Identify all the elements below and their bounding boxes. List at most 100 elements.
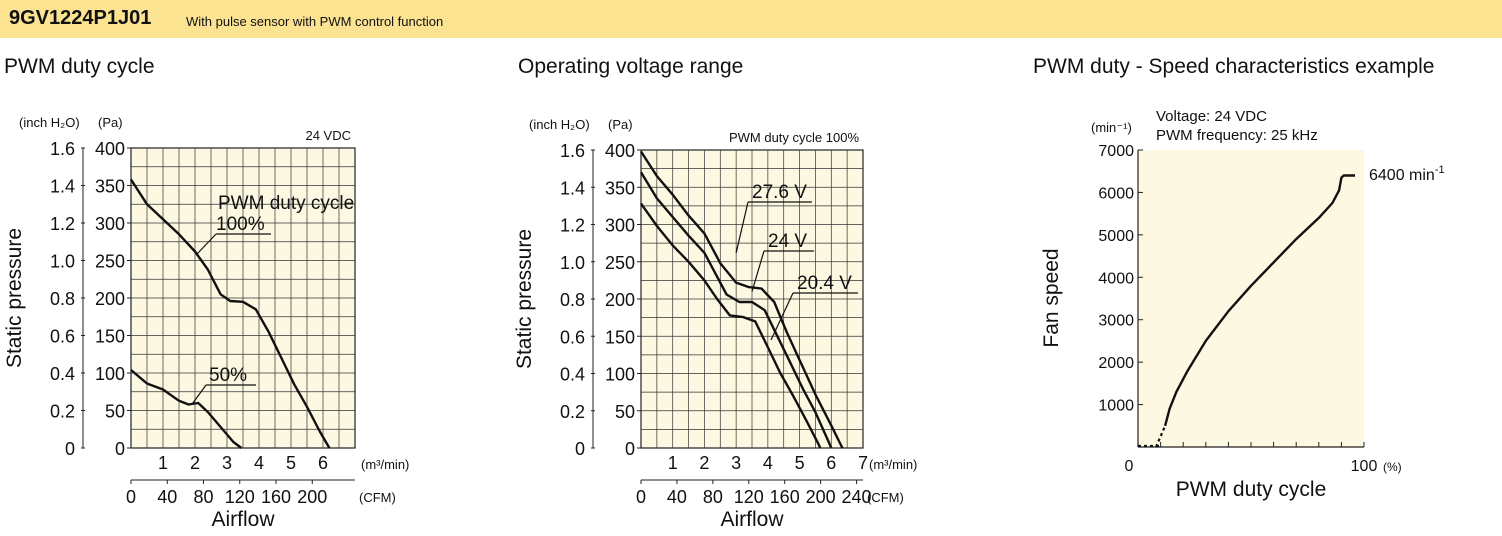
chart-2-y-tick-label: 100 <box>605 365 635 385</box>
chart-1-y2-tick-label: 1.6 <box>50 139 75 159</box>
chart-3-annotation: PWM frequency: 25 kHz <box>1156 127 1318 144</box>
chart-2-x-tick-label: 3 <box>731 453 741 473</box>
header-bar: 9GV1224P1J01 With pulse sensor with PWM … <box>0 0 1502 38</box>
chart-1-legend-heading: PWM duty cycle <box>218 193 354 214</box>
model-description: With pulse sensor with PWM control funct… <box>186 14 444 29</box>
chart-2-cfm-tick-label: 160 <box>770 487 800 507</box>
chart-1-cfm-tick-label: 40 <box>157 487 177 507</box>
chart-1-x-axis-title: Airflow <box>211 508 275 531</box>
chart-1-cfm-tick-label: 0 <box>126 487 136 507</box>
chart-1-x-tick-label: 3 <box>222 453 232 473</box>
chart-3-annotation: Voltage: 24 VDC <box>1156 108 1267 125</box>
chart-2-y2-tick-label: 1.0 <box>560 253 585 273</box>
chart-2-x-axis-title: Airflow <box>720 508 784 531</box>
chart-2-cfm-tick-label: 0 <box>636 487 646 507</box>
chart-2-y-tick-label: 350 <box>605 178 635 198</box>
chart-2-x-unit: (m³/min) <box>869 457 917 472</box>
chart-2-y2-tick-label: 0.2 <box>560 402 585 422</box>
chart-1-annotation: 24 VDC <box>305 128 351 143</box>
chart-3-title: PWM duty - Speed characteristics example <box>1033 55 1435 78</box>
chart-3-y-tick-label: 2000 <box>1098 355 1134 372</box>
chart-1-cfm-tick-label: 160 <box>261 487 291 507</box>
chart-3-y-tick-label: 7000 <box>1098 143 1134 160</box>
chart-3-x-tick-label: 100 <box>1351 458 1378 475</box>
chart-3-y-tick-label: 4000 <box>1098 270 1134 287</box>
chart-2-y-tick-label: 150 <box>605 327 635 347</box>
chart-1-y-tick-label: 300 <box>95 214 125 234</box>
chart-3-y-unit: (min⁻¹) <box>1091 120 1132 135</box>
chart-1-y2-tick-label: 0 <box>65 439 75 459</box>
chart-3-y-tick-label: 6000 <box>1098 185 1134 202</box>
chart-1-y2-tick-label: 0.8 <box>50 289 75 309</box>
chart-1-y-tick-label: 150 <box>95 327 125 347</box>
chart-2-series-line <box>639 150 844 449</box>
chart-3-plot-area <box>1138 150 1364 447</box>
chart-2-cfm-tick-label: 200 <box>806 487 836 507</box>
chart-2-x-tick-label: 6 <box>826 453 836 473</box>
chart-1-y-tick-label: 400 <box>95 139 125 159</box>
chart-1-y2-tick-label: 0.2 <box>50 402 75 422</box>
chart-2-y2-tick-label: 0.4 <box>560 365 585 385</box>
chart-2-series-line <box>640 202 822 449</box>
chart-2-x-tick-label: 7 <box>858 453 868 473</box>
chart-1-y-tick-label: 0 <box>115 439 125 459</box>
chart-2-series-line <box>639 171 833 449</box>
chart-2-cfm-tick-label: 80 <box>703 487 723 507</box>
chart-3-x-unit: (%) <box>1383 460 1402 474</box>
chart-2-y-axis-title: Static pressure <box>513 229 536 369</box>
chart-2-y2-tick-label: 1.2 <box>560 216 585 236</box>
chart-1-y-tick-label: 50 <box>105 402 125 422</box>
chart-1-cfm-unit: (CFM) <box>359 490 396 505</box>
chart-1-y2-unit: (inch H₂O) <box>19 115 80 130</box>
chart-2-cfm-tick-label: 240 <box>842 487 872 507</box>
chart-3-y-axis-title: Fan speed <box>1040 248 1063 347</box>
chart-3-series-line <box>1163 174 1355 427</box>
chart-1-series-label: 50% <box>209 365 247 386</box>
chart-1-x-tick-label: 5 <box>286 453 296 473</box>
chart-3-max-label-sup: -1 <box>1435 164 1445 176</box>
chart-2-cfm-unit: (CFM) <box>867 490 904 505</box>
chart-1-cfm-tick-label: 200 <box>297 487 327 507</box>
chart-2-y2-unit: (inch H₂O) <box>529 117 590 132</box>
chart-1-y-tick-label: 350 <box>95 177 125 197</box>
chart-2-y2-tick-label: 1.4 <box>560 178 585 198</box>
chart-1-x-tick-label: 2 <box>190 453 200 473</box>
chart-1-cfm-tick-label: 80 <box>193 487 213 507</box>
chart-2-y-tick-label: 200 <box>605 290 635 310</box>
chart-2-y2-tick-label: 0.6 <box>560 327 585 347</box>
chart-1-y-axis-title: Static pressure <box>3 228 26 368</box>
chart-2-y2-tick-label: 1.6 <box>560 141 585 161</box>
chart-2-y-unit: (Pa) <box>608 117 633 132</box>
chart-2-annotation: PWM duty cycle 100% <box>729 130 859 145</box>
chart-3-y-tick-label: 1000 <box>1098 398 1134 415</box>
chart-1-series-line <box>130 369 243 449</box>
chart-1-y-tick-label: 100 <box>95 364 125 384</box>
chart-3-x-tick-label: 0 <box>1125 458 1134 475</box>
chart-3-dashed-line <box>1155 425 1167 448</box>
chart-2-y-tick-label: 0 <box>625 439 635 459</box>
chart-1-y-tick-label: 250 <box>95 252 125 272</box>
chart-2-series-label: 20.4 V <box>797 273 852 294</box>
chart-2-title: Operating voltage range <box>518 55 744 78</box>
chart-2-cfm-tick-label: 120 <box>734 487 764 507</box>
chart-2-leader-line <box>751 250 765 292</box>
chart-2-y-tick-label: 300 <box>605 216 635 236</box>
chart-1-y-tick-label: 200 <box>95 289 125 309</box>
chart-2-y-tick-label: 400 <box>605 141 635 161</box>
chart-1-x-unit: (m³/min) <box>361 457 409 472</box>
chart-1-title: PWM duty cycle <box>4 55 155 78</box>
chart-1-x-tick-label: 1 <box>158 453 168 473</box>
chart-2-x-tick-label: 5 <box>795 453 805 473</box>
chart-1-x-tick-label: 6 <box>318 453 328 473</box>
chart-2-y-tick-label: 250 <box>605 253 635 273</box>
chart-3-max-label: 6400 min-1 <box>1369 164 1445 184</box>
chart-2-x-tick-label: 4 <box>763 453 773 473</box>
chart-1-cfm-tick-label: 120 <box>225 487 255 507</box>
chart-1-y2-tick-label: 1.4 <box>50 177 75 197</box>
chart-1-x-tick-label: 4 <box>254 453 264 473</box>
chart-1-series-line <box>129 178 331 449</box>
chart-1-y2-tick-label: 1.0 <box>50 252 75 272</box>
chart-1-leader-line <box>196 233 217 255</box>
chart-2-series-label: 27.6 V <box>752 182 807 203</box>
